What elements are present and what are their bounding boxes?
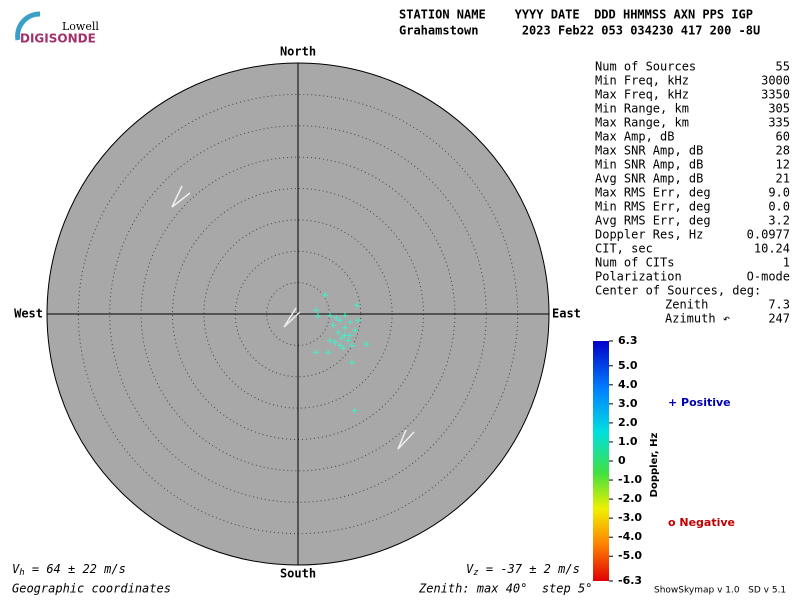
- colorbar-tick-label: -2.0: [618, 492, 642, 505]
- source-point: [332, 339, 339, 346]
- source-point: [342, 324, 349, 331]
- source-point: [353, 302, 360, 309]
- source-point: [313, 307, 320, 314]
- param-label: Max RMS Err, deg: [595, 186, 711, 200]
- west-label: West: [14, 307, 43, 321]
- param-label: Min SNR Amp, dB: [595, 158, 703, 172]
- colorbar-tick-label: -5.0: [618, 549, 642, 562]
- source-point: [321, 292, 328, 299]
- param-value: 0.0: [768, 200, 790, 214]
- param-value: 3000: [761, 74, 790, 88]
- param-label: Min RMS Err, deg: [595, 200, 711, 214]
- source-point: [348, 359, 355, 366]
- north-label: North: [280, 45, 316, 59]
- legend-negative: o Negative: [668, 516, 735, 529]
- center-label: Azimuth ↶: [665, 312, 730, 326]
- param-label: Min Range, km: [595, 102, 689, 116]
- param-value: 1: [783, 256, 790, 270]
- zenith-label: Zenith: max 40° step 5°: [418, 582, 592, 596]
- center-title: Center of Sources, deg:: [595, 284, 761, 298]
- direction-marker: [171, 185, 415, 450]
- version: ShowSkymap v 1.0 SD v 5.1: [654, 586, 786, 596]
- param-value: 305: [768, 102, 790, 116]
- param-value: 9.0: [768, 186, 790, 200]
- param-label: Num of Sources: [595, 60, 696, 74]
- colorbar-tick-label: -6.3: [618, 574, 642, 587]
- logo-arc: [15, 11, 41, 41]
- source-point: [340, 344, 347, 351]
- center-label: Zenith: [665, 298, 708, 312]
- colorbar-tick-label: -3.0: [618, 511, 642, 524]
- legend-positive: + Positive: [668, 396, 731, 409]
- center-value: 247: [768, 312, 790, 326]
- logo-small: Lowell: [62, 20, 99, 33]
- source-point: [335, 329, 342, 336]
- param-label: CIT, sec: [595, 242, 653, 256]
- source-point: [345, 337, 352, 344]
- source-point: [355, 317, 362, 324]
- vh-label: Vh = 64 ± 22 m/s: [12, 562, 126, 578]
- coords-label: Geographic coordinates: [12, 582, 171, 596]
- source-point: [327, 337, 334, 344]
- source-point: [330, 322, 337, 329]
- source-point: [348, 342, 355, 349]
- param-value: 335: [768, 116, 790, 130]
- center-value: 7.3: [768, 298, 790, 312]
- source-point: [342, 312, 349, 319]
- logo-big: DIGISONDE: [20, 32, 96, 46]
- param-value: 3.2: [768, 214, 790, 228]
- param-value: 0.0977: [747, 228, 790, 242]
- colorbar-tick-label: 5.0: [618, 359, 638, 372]
- source-point: [347, 319, 354, 326]
- colorbar-tick-label: -1.0: [618, 473, 642, 486]
- param-value: 10.24: [754, 242, 790, 256]
- source-point: [337, 317, 344, 324]
- header-row: Grahamstown 2023 Feb22 053 034230 417 20…: [399, 24, 760, 38]
- colorbar-tick-label: 0: [618, 454, 626, 467]
- source-point: [315, 312, 322, 319]
- colorbar-label: Doppler, Hz: [649, 433, 660, 498]
- source-point: [347, 332, 354, 339]
- param-value: O-mode: [747, 270, 790, 284]
- param-value: 21: [776, 172, 790, 186]
- vz-label: Vz = -37 ± 2 m/s: [466, 562, 580, 578]
- source-point: [337, 342, 344, 349]
- param-value: 3350: [761, 88, 790, 102]
- source-point: [341, 332, 348, 339]
- colorbar-tick-label: 4.0: [618, 378, 638, 391]
- param-label: Max Amp, dB: [595, 130, 674, 144]
- colorbar-tick-label: 3.0: [618, 397, 638, 410]
- colorbar-tick-label: 2.0: [618, 416, 638, 429]
- param-label: Max Range, km: [595, 116, 689, 130]
- colorbar-tick-label: 6.3: [618, 334, 638, 347]
- east-label: East: [552, 307, 581, 321]
- source-point: [338, 334, 345, 341]
- param-value: 28: [776, 144, 790, 158]
- param-value: 60: [776, 130, 790, 144]
- source-point: [325, 349, 332, 356]
- source-point: [313, 349, 320, 356]
- param-label: Doppler Res, Hz: [595, 228, 703, 242]
- param-label: Max Freq, kHz: [595, 88, 689, 102]
- source-point: [351, 407, 358, 414]
- south-label: South: [280, 567, 316, 581]
- source-point: [327, 312, 334, 319]
- header-row: STATION NAME YYYY DATE DDD HHMMSS AXN PP…: [399, 8, 753, 22]
- param-label: Max SNR Amp, dB: [595, 144, 703, 158]
- param-label: Min Freq, kHz: [595, 74, 689, 88]
- param-label: Avg SNR Amp, dB: [595, 172, 703, 186]
- param-label: Polarization: [595, 270, 682, 284]
- colorbar: [593, 341, 609, 581]
- param-label: Avg RMS Err, deg: [595, 214, 711, 228]
- param-label: Num of CITs: [595, 256, 674, 270]
- param-value: 55: [776, 60, 790, 74]
- source-point: [333, 314, 340, 321]
- param-value: 12: [776, 158, 790, 172]
- source-point: [363, 341, 370, 348]
- colorbar-tick-label: 1.0: [618, 435, 638, 448]
- source-point: [352, 327, 359, 334]
- colorbar-tick-label: -4.0: [618, 530, 642, 543]
